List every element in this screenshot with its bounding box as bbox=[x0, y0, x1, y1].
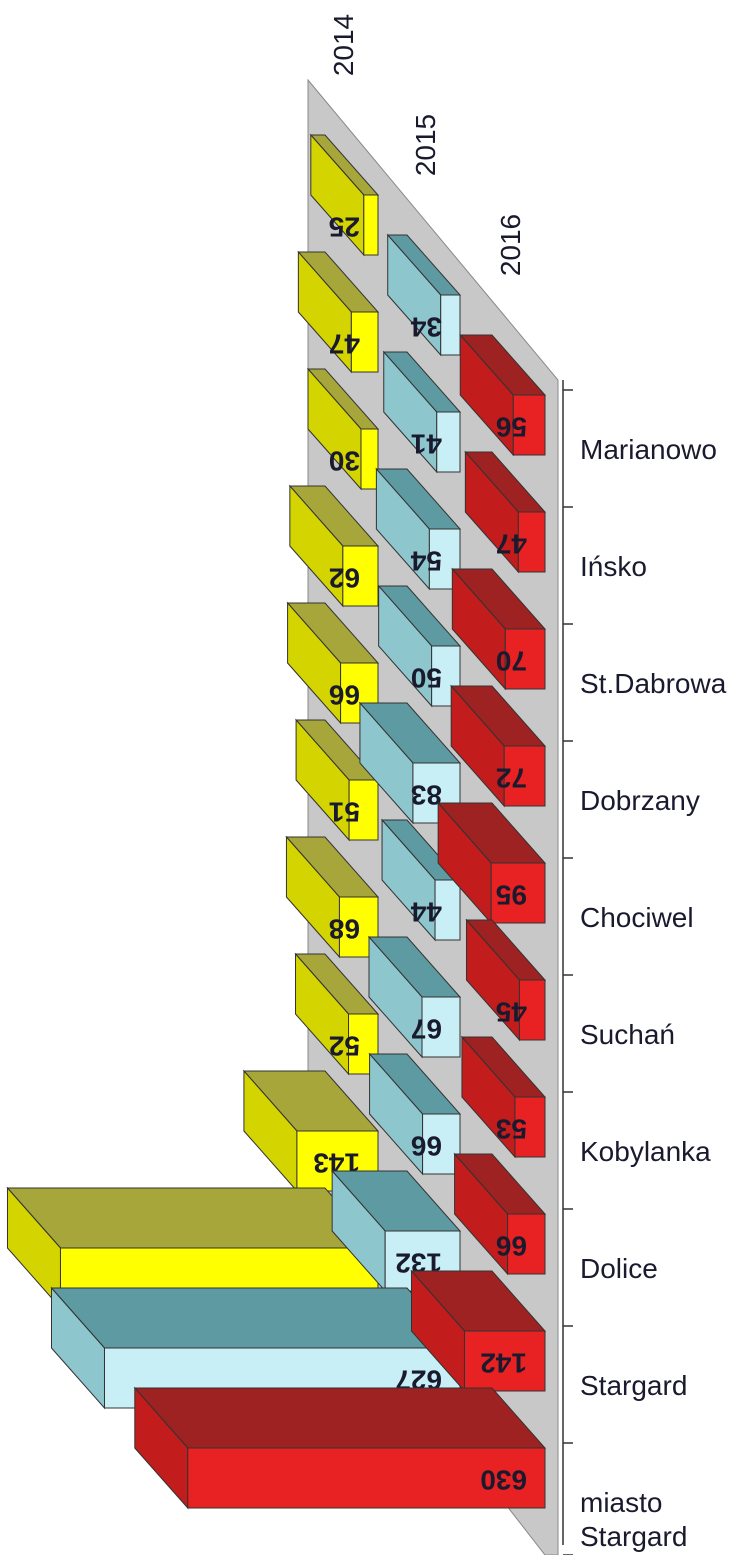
bar-front bbox=[440, 294, 461, 356]
bar-front bbox=[187, 1447, 546, 1509]
bar bbox=[368, 1052, 462, 1176]
bar bbox=[285, 835, 380, 959]
bar bbox=[375, 467, 462, 591]
value-label: 66 bbox=[329, 680, 360, 711]
value-label: 30 bbox=[329, 446, 360, 477]
bar bbox=[358, 701, 462, 825]
bar-front bbox=[363, 194, 379, 256]
value-label: 70 bbox=[496, 646, 527, 677]
bar-front bbox=[490, 862, 546, 924]
bar-front bbox=[463, 1330, 546, 1392]
bar bbox=[464, 450, 547, 574]
value-label: 66 bbox=[411, 1131, 442, 1162]
category-label: Ińsko bbox=[580, 551, 647, 582]
bar-front bbox=[348, 779, 379, 841]
value-label: 83 bbox=[411, 780, 442, 811]
value-label: 66 bbox=[496, 1231, 527, 1262]
bar bbox=[410, 1269, 547, 1393]
bar bbox=[460, 1035, 547, 1159]
bar bbox=[453, 1152, 547, 1276]
bar-front bbox=[514, 1096, 546, 1158]
value-label: 68 bbox=[329, 914, 360, 945]
bar-front bbox=[338, 896, 379, 958]
bar bbox=[286, 601, 380, 725]
category-label: Marianowo bbox=[580, 434, 717, 465]
bar bbox=[294, 718, 380, 842]
bar-front bbox=[436, 411, 461, 473]
bar bbox=[451, 567, 547, 691]
bar-front bbox=[503, 745, 546, 807]
value-label: 62 bbox=[329, 563, 360, 594]
category-label: Kobylanka bbox=[580, 1136, 711, 1167]
bar bbox=[459, 333, 547, 457]
bar-front bbox=[342, 545, 379, 607]
value-label: 47 bbox=[329, 329, 360, 360]
bar-front bbox=[512, 394, 546, 456]
bar-top bbox=[133, 1387, 547, 1449]
value-label: 56 bbox=[496, 412, 527, 443]
value-label: 51 bbox=[329, 797, 360, 828]
bar-front bbox=[350, 311, 379, 373]
category-label: Stargard bbox=[580, 1370, 688, 1401]
bar-front bbox=[504, 628, 546, 690]
category-label: miasto Stargard bbox=[580, 1487, 688, 1552]
bar-top bbox=[6, 1187, 380, 1249]
value-label: 41 bbox=[411, 429, 442, 460]
bar-front bbox=[348, 1013, 379, 1075]
value-label: 630 bbox=[480, 1465, 527, 1496]
bar-front bbox=[360, 428, 379, 490]
value-label: 50 bbox=[411, 663, 442, 694]
bar bbox=[437, 801, 547, 925]
bar-front bbox=[517, 511, 546, 573]
value-label: 47 bbox=[496, 529, 527, 560]
bar bbox=[309, 133, 380, 257]
category-label: Dolice bbox=[580, 1253, 658, 1284]
category-label: Suchań bbox=[580, 1019, 675, 1050]
value-label: 44 bbox=[410, 897, 442, 928]
legend-label: 2014 bbox=[328, 14, 359, 76]
category-label: Chociwel bbox=[580, 902, 694, 933]
bar bbox=[382, 350, 462, 474]
bar-top bbox=[50, 1287, 462, 1349]
bar bbox=[386, 233, 462, 357]
value-label: 52 bbox=[329, 1031, 360, 1062]
value-label: 67 bbox=[411, 1014, 442, 1045]
value-label: 53 bbox=[496, 1114, 527, 1145]
value-label: 45 bbox=[496, 997, 527, 1028]
bar-front bbox=[421, 996, 461, 1058]
category-label: St.Dabrowa bbox=[580, 668, 727, 699]
bar-front bbox=[518, 979, 546, 1041]
legend-label: 2015 bbox=[410, 114, 441, 176]
legend-label: 2016 bbox=[495, 214, 526, 276]
bar-front bbox=[507, 1213, 546, 1275]
value-label: 54 bbox=[410, 546, 442, 577]
bar bbox=[367, 935, 462, 1059]
bar bbox=[294, 952, 380, 1076]
bar bbox=[450, 684, 547, 808]
bar bbox=[465, 918, 547, 1042]
bar bbox=[133, 1386, 547, 1510]
value-label: 25 bbox=[329, 212, 360, 243]
value-label: 95 bbox=[496, 880, 527, 911]
value-label: 34 bbox=[410, 312, 442, 343]
bar-front bbox=[434, 879, 461, 941]
value-label: 142 bbox=[480, 1348, 527, 1379]
bar-front bbox=[422, 1113, 461, 1175]
bar bbox=[288, 484, 380, 608]
bar bbox=[297, 250, 380, 374]
category-label: Dobrzany bbox=[580, 785, 700, 816]
bar bbox=[306, 367, 380, 491]
value-label: 72 bbox=[496, 763, 527, 794]
